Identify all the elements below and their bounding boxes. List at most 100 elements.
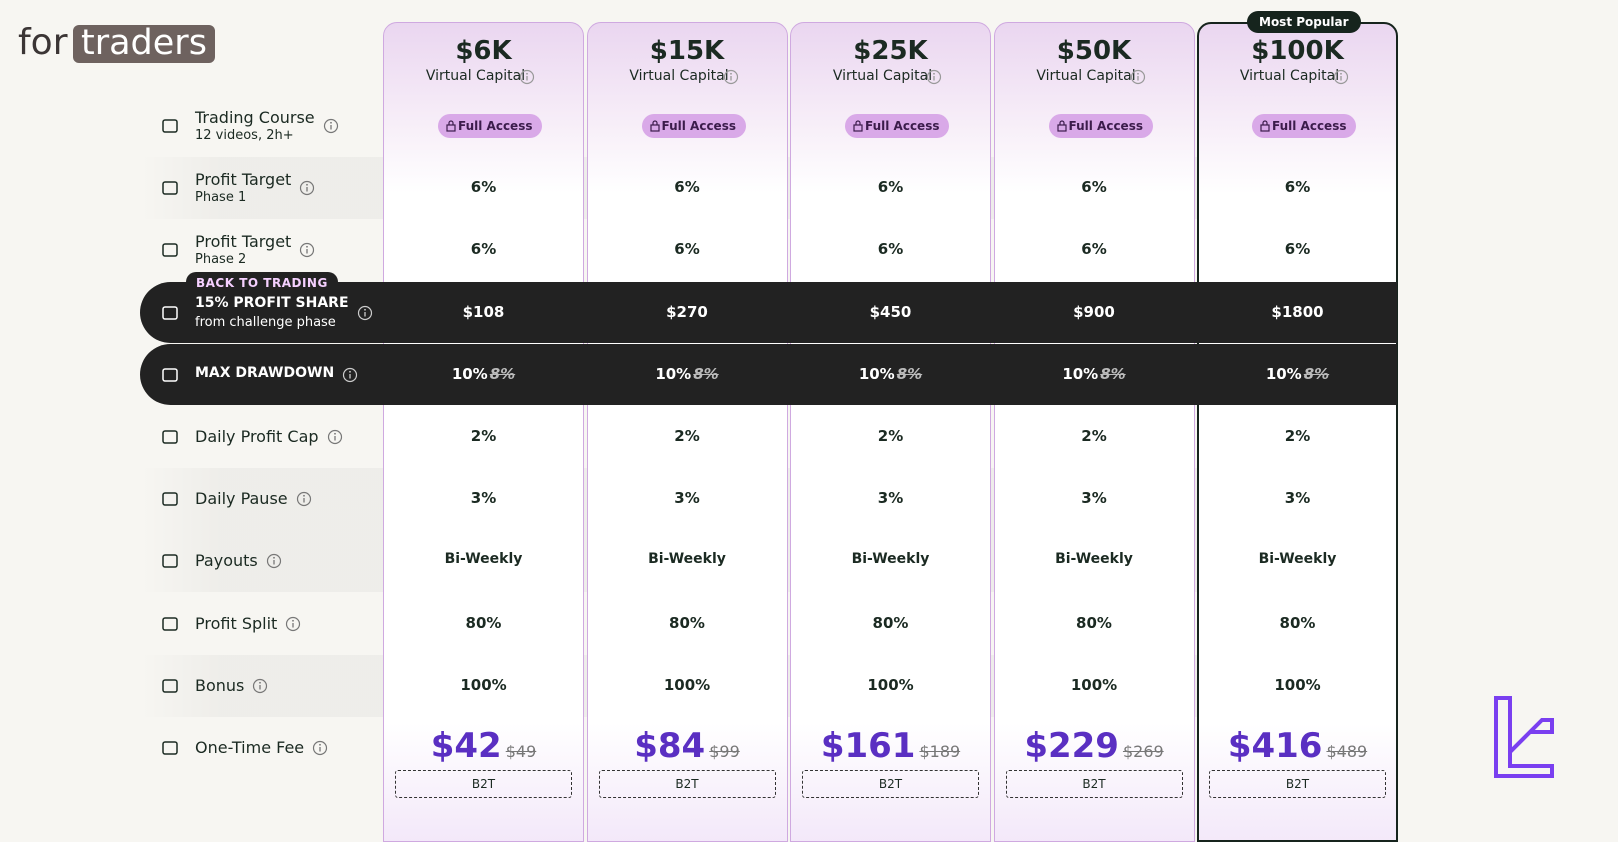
info-icon	[296, 492, 312, 507]
plan-capital-label: Virtual Capital	[1036, 68, 1136, 84]
old-fee: $49	[505, 742, 537, 761]
plan-column	[993, 22, 1195, 842]
info-icon	[342, 367, 358, 382]
row-label: Bonus	[195, 675, 245, 695]
lock-icon	[649, 120, 660, 132]
fee-group: $416 $489	[1197, 726, 1398, 766]
info-icon	[926, 69, 942, 85]
row-icon	[162, 616, 178, 631]
cell-value: 10%	[1062, 364, 1099, 383]
brand-name: traders	[73, 25, 215, 63]
old-fee: $189	[919, 742, 961, 761]
old-fee: $269	[1122, 742, 1164, 761]
cell-value: 3%	[877, 489, 904, 508]
info-icon	[252, 678, 268, 693]
info-icon	[357, 305, 373, 320]
cell-value: 6%	[877, 240, 904, 259]
plan-capital-label: Virtual Capital	[1239, 68, 1340, 84]
fee-group: $229 $269	[994, 726, 1195, 766]
cell-old-value: 8%	[693, 364, 719, 383]
row-icon	[162, 741, 178, 755]
info-icon	[299, 243, 315, 258]
info-icon	[723, 69, 738, 85]
plan-capital: $50K	[1056, 36, 1132, 66]
plan-capital: $15K	[649, 36, 725, 66]
fee: $84	[634, 726, 706, 766]
fee-group: $161 $189	[790, 726, 991, 766]
cell-value: 2%	[1081, 427, 1107, 445]
plan-capital: $6K	[455, 36, 512, 66]
info-icon	[323, 118, 339, 134]
info-icon	[266, 554, 282, 569]
code-button[interactable]: B2T	[1005, 770, 1183, 798]
cell-value: 6%	[470, 178, 497, 197]
cell-value: 100%	[1070, 675, 1118, 694]
cell-value: Bi-Weekly	[1055, 551, 1133, 568]
fee: $42	[430, 726, 502, 766]
plan-capital-label: Virtual Capital	[629, 68, 729, 84]
cell-value: 10%	[451, 364, 488, 383]
cell-group: 10% 8%	[994, 365, 1195, 383]
code-button[interactable]: B2T	[1209, 770, 1386, 798]
row-icon	[162, 679, 178, 693]
cell-value: $1800	[1271, 302, 1324, 321]
row-icon	[162, 243, 178, 258]
row-icon	[162, 305, 178, 320]
cell-old-value: 8%	[1303, 364, 1330, 383]
cell-value: $900	[1073, 302, 1115, 321]
row-icon	[162, 368, 178, 382]
cell-value: $450	[869, 302, 912, 321]
lock-icon	[446, 120, 456, 132]
cell-value: 3%	[1081, 489, 1107, 508]
fee: $161	[820, 726, 916, 766]
popular-badge: Most Popular	[1247, 11, 1361, 33]
row-label: Daily Profit Cap	[195, 427, 319, 446]
row-sublabel: from challenge phase	[195, 314, 336, 330]
cell-value: 2%	[1284, 427, 1311, 445]
cell-value: Bi-Weekly	[648, 551, 726, 568]
row-icon	[162, 181, 178, 195]
fee: $229	[1024, 726, 1119, 766]
cell-value: 6%	[1284, 240, 1311, 259]
row-label: Trading Course	[195, 108, 315, 127]
code-button[interactable]: B2T	[802, 770, 979, 798]
lock-icon	[1056, 120, 1067, 132]
row-sublabel: Phase 1	[195, 190, 247, 206]
old-fee: $489	[1326, 742, 1368, 761]
code-button[interactable]: B2T	[395, 770, 572, 798]
code-button[interactable]: B2T	[598, 770, 776, 798]
plan-capital-label: Virtual Capital	[832, 68, 933, 84]
cell-value: 3%	[674, 489, 700, 508]
cell-value: $270	[666, 302, 708, 321]
fee-group: $84 $99	[587, 726, 788, 766]
info-icon	[299, 181, 315, 196]
row-label: Daily Pause	[195, 489, 288, 509]
plan-capital-label: Virtual Capital	[425, 68, 526, 84]
cell-group: 10% 8%	[790, 365, 991, 383]
plan-capital: $25K	[853, 36, 928, 66]
cell-value: 2%	[877, 427, 904, 445]
cell-group: 10% 8%	[587, 365, 788, 383]
cell-old-value: 8%	[489, 364, 516, 383]
old-fee: $99	[709, 742, 740, 761]
cell-value: 100%	[663, 675, 711, 694]
cell-value: Bi-Weekly	[851, 551, 930, 568]
plan-column	[383, 22, 584, 842]
cell-value: 6%	[1081, 240, 1107, 259]
cell-value: 80%	[1279, 613, 1316, 632]
row-icon	[162, 554, 178, 569]
cell-old-value: 8%	[1100, 364, 1126, 383]
cell-value: Bi-Weekly	[1258, 551, 1337, 568]
plan-column	[790, 22, 991, 842]
info-icon	[1130, 69, 1145, 85]
info-icon	[519, 69, 535, 85]
cell-group: 10% 8%	[1197, 365, 1398, 383]
cell-value: 100%	[867, 675, 914, 694]
lock-icon	[853, 120, 863, 132]
site-logo	[1494, 696, 1554, 778]
plan-capital: $100K	[1251, 36, 1344, 66]
promo-badge: BACK TO TRADING	[186, 272, 338, 294]
row-icon	[162, 119, 178, 133]
cell-value: 80%	[1076, 613, 1112, 632]
fee-group: $42 $49	[383, 726, 584, 766]
